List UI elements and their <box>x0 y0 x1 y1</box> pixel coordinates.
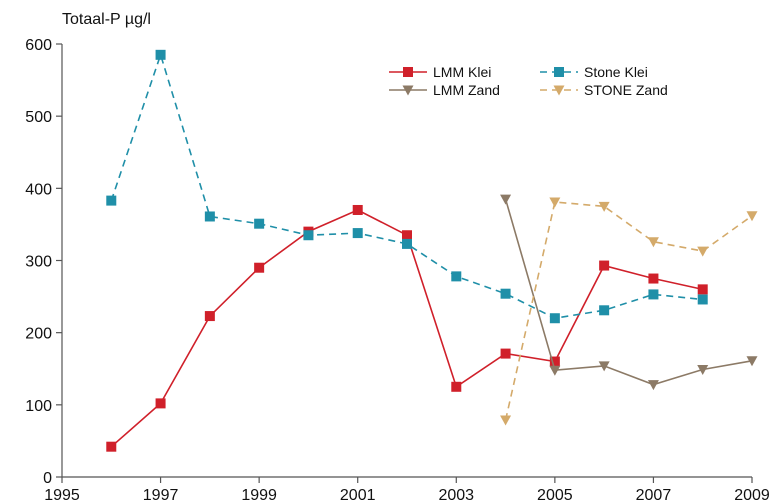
data-point-lmm-klei <box>549 356 560 367</box>
series-line-lmm-zand <box>504 198 753 386</box>
axes: 0 100 200 300 400 500 600 1995 1997 1999 2001 2003 2… <box>25 37 770 504</box>
data-point-stone-zand <box>697 246 709 257</box>
data-point-lmm-klei <box>204 311 215 322</box>
series-layer <box>106 49 758 452</box>
data-point-lmm-klei <box>352 204 363 215</box>
legend-marker <box>403 67 413 77</box>
data-point-lmm-klei <box>155 398 166 409</box>
data-point-lmm-zand <box>697 364 709 375</box>
series-lmm-klei <box>106 204 708 452</box>
legend-marker <box>402 85 414 96</box>
series-line-stone-zand <box>504 201 753 421</box>
data-point-lmm-klei <box>106 441 117 452</box>
x-tick-label: 2003 <box>438 487 474 504</box>
data-point-lmm-zand <box>549 365 561 376</box>
legend-label: LMM Klei <box>433 64 491 80</box>
data-point-stone-klei <box>451 271 462 282</box>
data-point-stone-klei <box>352 228 363 239</box>
data-point-lmm-zand <box>598 361 610 372</box>
data-point-stone-klei <box>254 218 265 229</box>
legend-label: STONE Zand <box>584 82 668 98</box>
x-tick-label: 1999 <box>241 487 277 504</box>
legend-item-stone-zand: STONE Zand <box>540 82 668 98</box>
legend-item-lmm-zand: LMM Zand <box>389 82 500 98</box>
series-stone-klei <box>106 49 708 324</box>
legend-item-stone-klei: Stone Klei <box>540 64 648 80</box>
y-tick-label: 0 <box>43 470 52 487</box>
legend-marker <box>554 67 564 77</box>
data-point-stone-klei <box>697 294 708 305</box>
y-tick-label: 600 <box>25 37 52 54</box>
data-point-lmm-klei <box>451 381 462 392</box>
series-lmm-zand <box>500 194 758 391</box>
series-stone-zand <box>500 197 758 426</box>
data-point-stone-klei <box>303 230 314 241</box>
x-tick-label: 1997 <box>143 487 179 504</box>
y-tick-label: 500 <box>25 109 52 126</box>
data-point-stone-zand <box>647 237 659 248</box>
data-point-lmm-zand <box>647 380 659 391</box>
data-point-lmm-klei <box>500 348 511 359</box>
data-point-stone-klei <box>549 313 560 324</box>
legend-label: Stone Klei <box>584 64 648 80</box>
data-point-stone-klei <box>106 195 117 206</box>
legend-item-lmm-klei: LMM Klei <box>389 64 491 80</box>
x-tick-label: 1995 <box>44 487 80 504</box>
data-point-lmm-klei <box>254 262 265 273</box>
data-point-stone-zand <box>598 201 610 212</box>
x-tick-label: 2001 <box>340 487 376 504</box>
data-point-lmm-zand <box>746 356 758 367</box>
x-tick-label: 2007 <box>636 487 672 504</box>
data-point-stone-klei <box>648 289 659 300</box>
data-point-stone-zand <box>746 211 758 222</box>
data-point-stone-zand <box>500 415 512 426</box>
data-point-stone-klei <box>204 211 215 222</box>
legend: LMM Klei Stone Klei LMM Zand STONE Zand <box>389 64 668 98</box>
legend-marker <box>553 85 565 96</box>
y-tick-label: 300 <box>25 254 52 271</box>
data-point-lmm-klei <box>648 273 659 284</box>
y-tick-label: 200 <box>25 326 52 343</box>
x-tick-label: 2009 <box>734 487 770 504</box>
data-point-lmm-zand <box>500 194 512 205</box>
y-tick-label: 100 <box>25 398 52 415</box>
data-point-stone-klei <box>500 288 511 299</box>
data-point-stone-klei <box>402 238 412 249</box>
x-tick-label: 2005 <box>537 487 573 504</box>
legend-label: LMM Zand <box>433 82 500 98</box>
data-point-stone-klei <box>599 305 610 316</box>
data-point-lmm-klei <box>402 230 412 241</box>
y-tick-label: 400 <box>25 181 52 198</box>
data-point-lmm-klei <box>599 260 610 271</box>
data-point-stone-zand <box>549 197 561 208</box>
data-point-lmm-klei <box>697 284 708 295</box>
data-point-stone-klei <box>155 49 166 60</box>
y-axis-label: Totaal-P µg/l <box>62 11 151 28</box>
